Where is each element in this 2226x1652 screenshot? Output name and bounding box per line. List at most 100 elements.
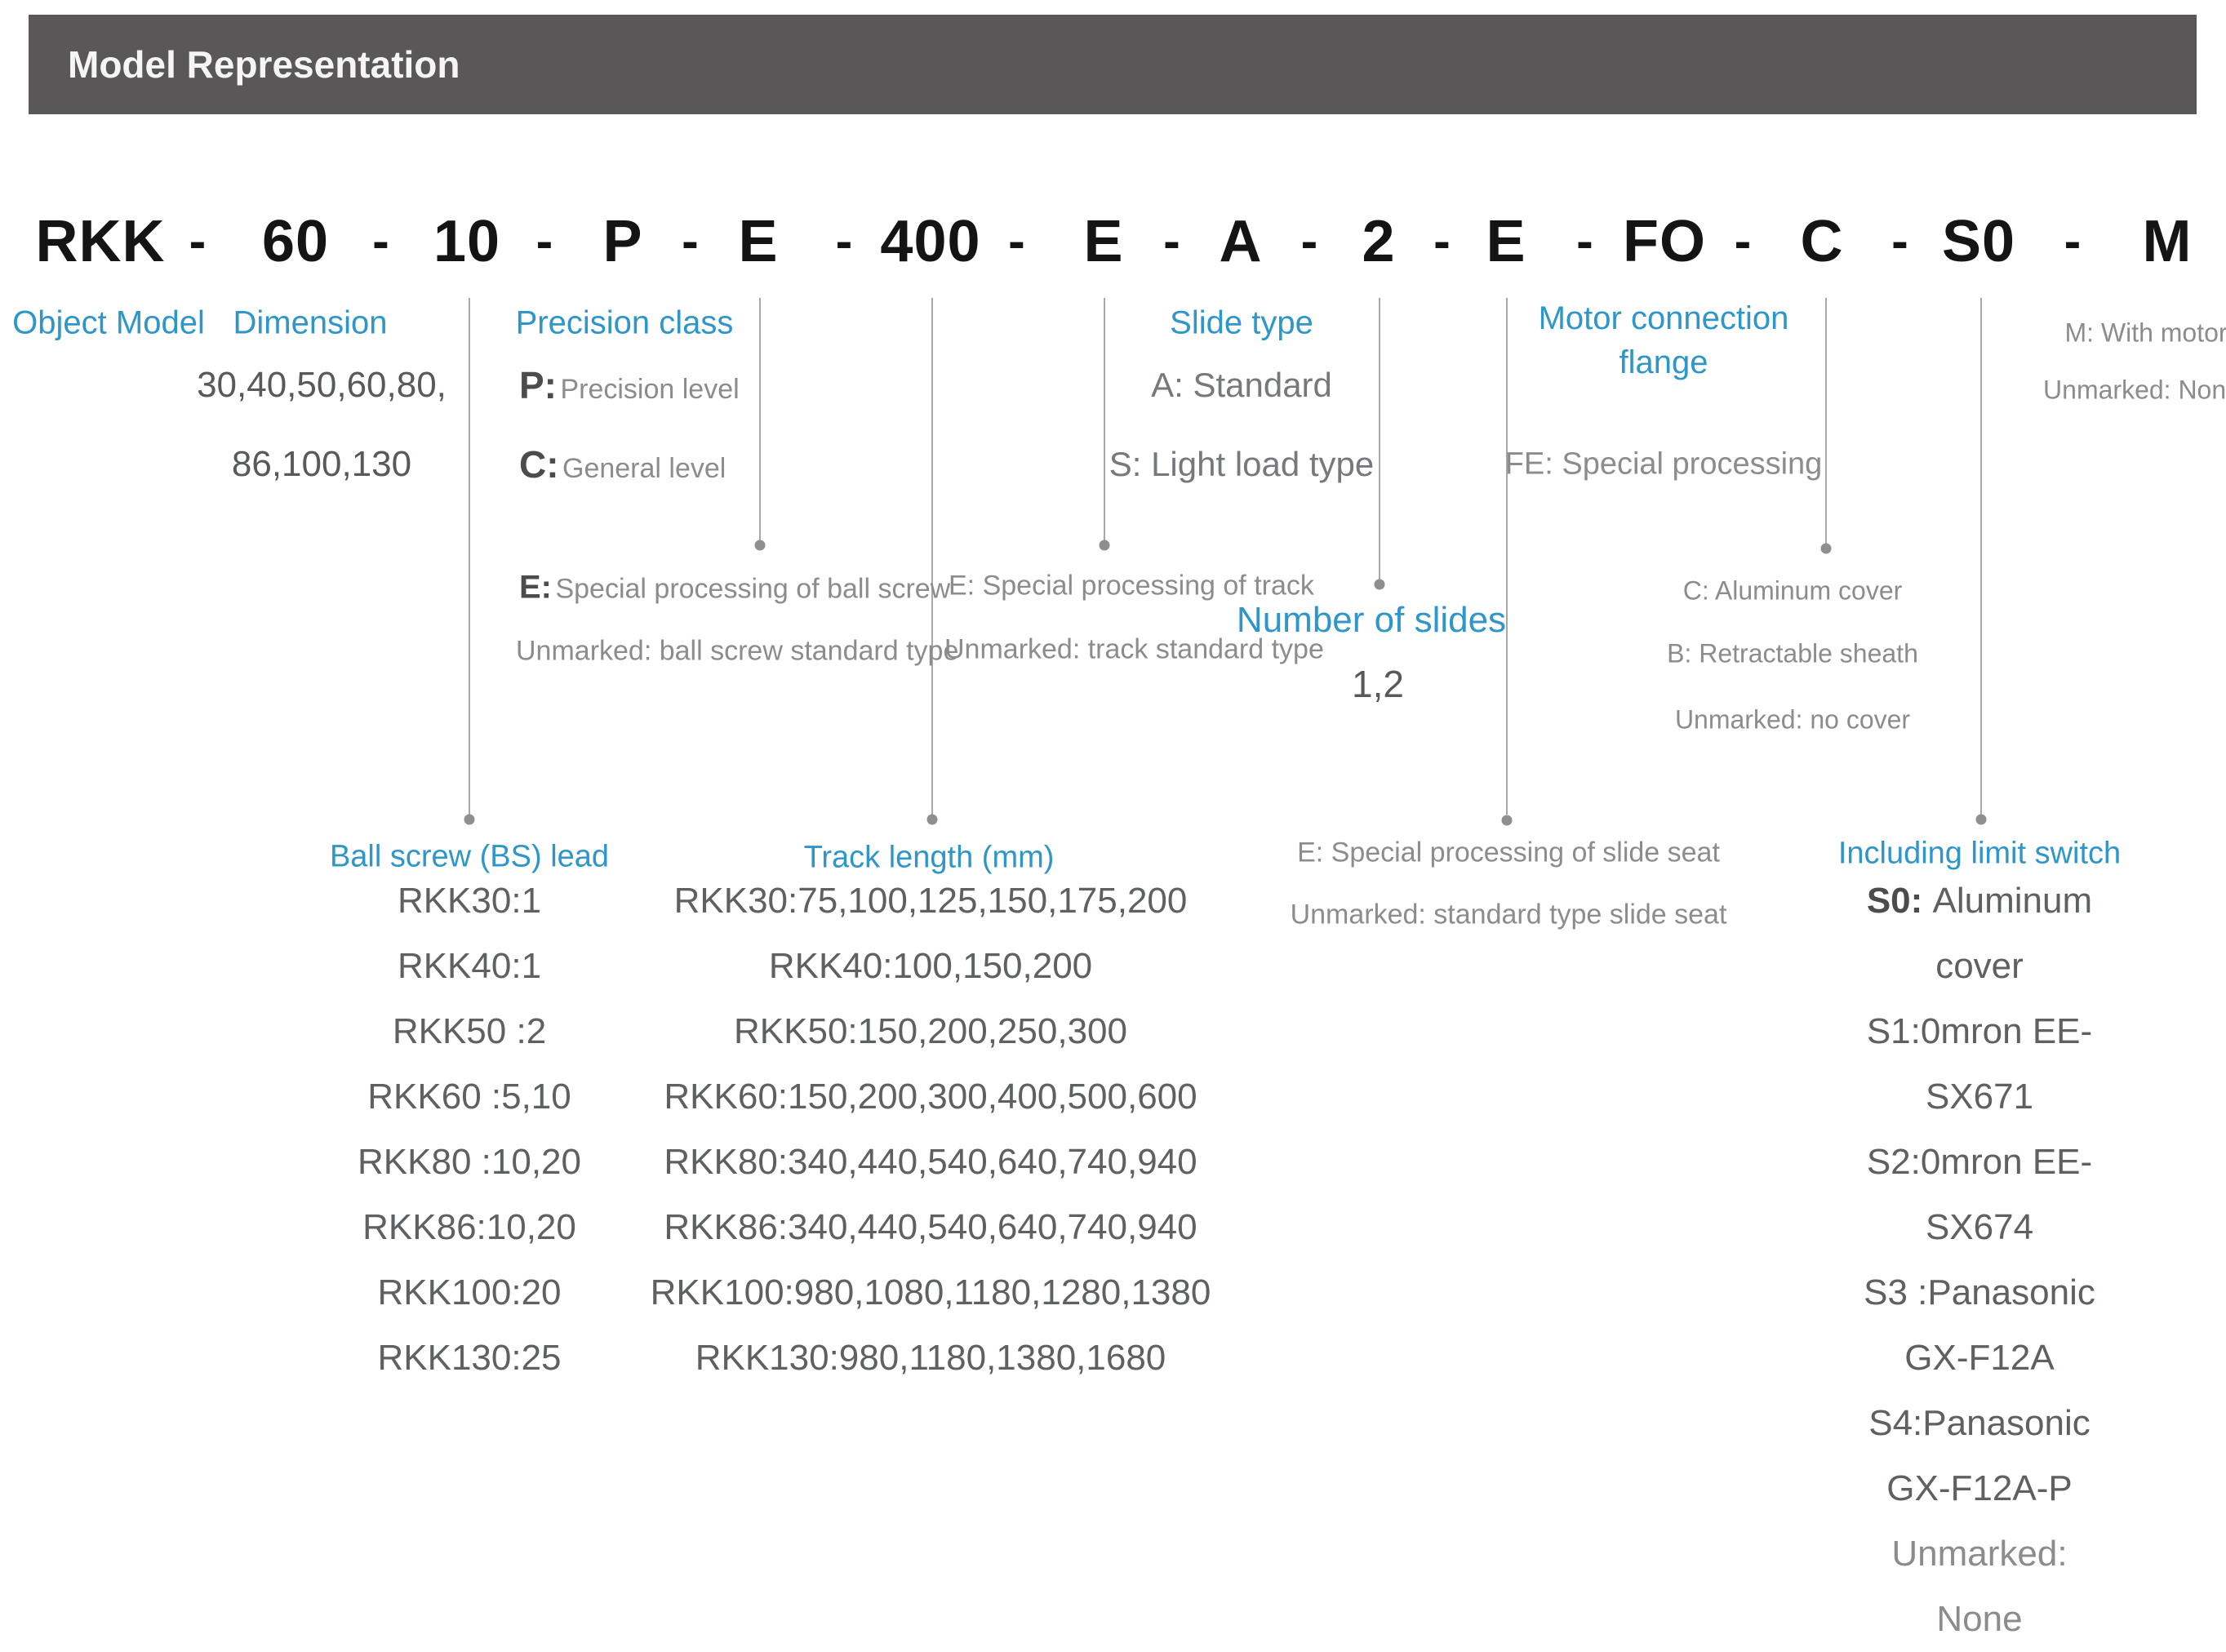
slide-seat-processing-row: E: Special processing of slide seat: [1297, 837, 1720, 868]
ball-screw-lead-item: RKK40:1: [397, 946, 542, 986]
model-code-segment-6: E: [1083, 209, 1124, 274]
precision-p-prefix: P:: [519, 364, 557, 406]
track-length-item: RKK130:980,1180,1380,1680: [695, 1338, 1166, 1378]
model-code-separator: -: [1734, 213, 1753, 270]
track-length-item: RKK50:150,200,250,300: [734, 1011, 1127, 1051]
limit-switch-label: Including limit switch: [1837, 836, 2122, 871]
track-length-item: RKK100:980,1080,1180,1280,1380: [650, 1272, 1211, 1312]
limit-switch-item: S2:0mron EE-SX674: [1856, 1130, 2103, 1260]
leader-dot-number-of-slides: [1374, 579, 1385, 590]
slide-type-light-load-row: S: Light load type: [1109, 445, 1375, 483]
model-code-segment-5: 400: [880, 209, 981, 274]
slide-type-label: Slide type: [1170, 304, 1313, 341]
limit-switch-item-text: Aluminum cover: [1932, 881, 2093, 986]
ball-screw-lead-item: RKK80 :10,20: [358, 1142, 581, 1182]
leader-dot-ball-screw-lead: [464, 814, 475, 825]
cover-unmarked-row: Unmarked: no cover: [1674, 704, 1911, 735]
model-code-segment-9: E: [1486, 209, 1526, 274]
model-code-segment-2: 10: [433, 209, 501, 274]
dimension-values-line2: 86,100,130: [231, 444, 412, 484]
title-bar: Model Representation: [29, 15, 2197, 114]
limit-switch-item: S3 :Panasonic GX-F12A: [1856, 1260, 2103, 1391]
dimension-values-line1: 30,40,50,60,80,: [197, 365, 447, 405]
slide-seat-unmarked-row: Unmarked: standard type slide seat: [1290, 899, 1727, 930]
ball-screw-lead-item: RKK130:25: [377, 1338, 562, 1378]
slide-type-standard-row: A: Standard: [1151, 366, 1332, 404]
leader-dot-slide-seat: [1501, 815, 1513, 826]
model-code-segment-13: M: [2142, 209, 2193, 274]
track-unmarked-row: Unmarked: track standard type: [944, 633, 1324, 665]
limit-switch-item-text: S1:0mron EE-SX671: [1866, 1011, 2093, 1117]
leader-line-cover: [1825, 298, 1827, 544]
model-code-separator: -: [1433, 213, 1451, 270]
ball-screw-unmarked-row: Unmarked: ball screw standard type: [516, 635, 959, 667]
ball-screw-lead-item: RKK30:1: [397, 881, 542, 921]
motor-unmarked-row: Unmarked: None: [2043, 375, 2226, 405]
model-code-separator: -: [1163, 213, 1181, 270]
leader-line-track-length: [931, 298, 933, 815]
limit-switch-item: S4:Panasonic GX-F12A-P: [1856, 1391, 2103, 1521]
limit-switch-item: S1:0mron EE-SX671: [1856, 999, 2103, 1130]
ball-screw-lead-list: RKK30:1 RKK40:1 RKK50 :2 RKK60 :5,10 RKK80 :…: [358, 868, 581, 1391]
general-level-row: C: General level: [519, 442, 726, 486]
dimension-label: Dimension: [233, 304, 388, 341]
model-code-separator: -: [1300, 213, 1319, 270]
model-code-segment-7: A: [1219, 209, 1263, 274]
page: { "title_bar": { "title": "Model Represe…: [12, 15, 2226, 1639]
leader-dot-cover: [1820, 543, 1832, 554]
object-model-label: Object Model: [12, 304, 205, 341]
limit-switch-item-text: Unmarked: None: [1891, 1534, 2068, 1639]
model-code-segment-11: C: [1800, 209, 1844, 274]
ball-screw-lead-item: RKK50 :2: [392, 1011, 547, 1051]
model-code-separator: -: [372, 213, 390, 270]
leader-line-limit-switch: [1980, 298, 1982, 815]
precision-class-label: Precision class: [515, 304, 734, 341]
model-code-separator: -: [189, 213, 207, 270]
limit-switch-item: S0: Aluminum cover: [1856, 868, 2103, 999]
ball-screw-processing-row: E: Special processing of ball screw: [519, 570, 950, 606]
track-length-list: RKK30:75,100,125,150,175,200 RKK40:100,15…: [651, 868, 1211, 1391]
leader-dot-limit-switch: [1975, 814, 1987, 825]
model-code-separator: -: [535, 213, 554, 270]
motor-flange-label-line1: Motor connection: [1538, 300, 1789, 336]
track-length-item: RKK40:100,150,200: [768, 946, 1093, 986]
ball-screw-lead-item: RKK60 :5,10: [367, 1077, 571, 1117]
motor-flange-label-line2: flange: [1619, 344, 1708, 380]
track-length-item: RKK80:340,440,540,640,740,940: [664, 1142, 1197, 1182]
with-motor-row: M: With motor: [2064, 318, 2226, 348]
leader-line-ball-screw-lead: [469, 298, 470, 815]
precision-c-prefix: C:: [519, 443, 559, 486]
limit-switch-item-prefix: S0:: [1866, 881, 1933, 921]
ball-screw-lead-item: RKK100:20: [377, 1272, 562, 1312]
model-code-segment-3: P: [602, 209, 643, 274]
model-code-separator: -: [1576, 213, 1594, 270]
model-code-segment-8: 2: [1362, 209, 1396, 274]
cover-retractable-row: B: Retractable sheath: [1667, 638, 1918, 668]
limit-switch-item-text: S4:Panasonic GX-F12A-P: [1868, 1403, 2090, 1508]
track-length-item: RKK30:75,100,125,150,175,200: [673, 881, 1188, 921]
ball-screw-e-prefix: E:: [519, 569, 552, 606]
leader-line-number-of-slides: [1379, 298, 1380, 580]
limit-switch-item-text: S3 :Panasonic GX-F12A: [1864, 1272, 2095, 1378]
model-code-separator: -: [682, 213, 700, 270]
leader-dot-track-length: [926, 814, 938, 825]
limit-switch-list: S0: Aluminum cover S1:0mron EE-SX671 S2:0m…: [1856, 868, 2103, 1652]
leader-line-slide-seat: [1506, 298, 1508, 815]
precision-p-text: Precision level: [560, 374, 740, 405]
ball-screw-e-text: Special processing of ball screw: [555, 573, 951, 605]
model-code-separator: -: [835, 213, 854, 270]
model-code-segment-12: S0: [1941, 209, 2016, 274]
precision-c-text: General level: [562, 453, 726, 484]
ball-screw-lead-item: RKK86:10,20: [362, 1207, 576, 1247]
track-length-label: Track length (mm): [803, 840, 1055, 875]
track-length-item: RKK60:150,200,300,400,500,600: [664, 1077, 1197, 1117]
model-code-separator: -: [1008, 213, 1026, 270]
model-code-separator: -: [2064, 213, 2082, 270]
model-code-segment-4: E: [738, 209, 779, 274]
track-processing-row: E: Special processing of track: [949, 570, 1314, 602]
cover-aluminum-row: C: Aluminum cover: [1682, 575, 1903, 606]
page-title: Model Representation: [68, 43, 460, 86]
model-code-segment-10: FO: [1623, 209, 1706, 274]
motor-flange-fe-row: FE: Special processing: [1504, 446, 1823, 482]
leader-line-ball-screw-processing: [759, 298, 761, 540]
